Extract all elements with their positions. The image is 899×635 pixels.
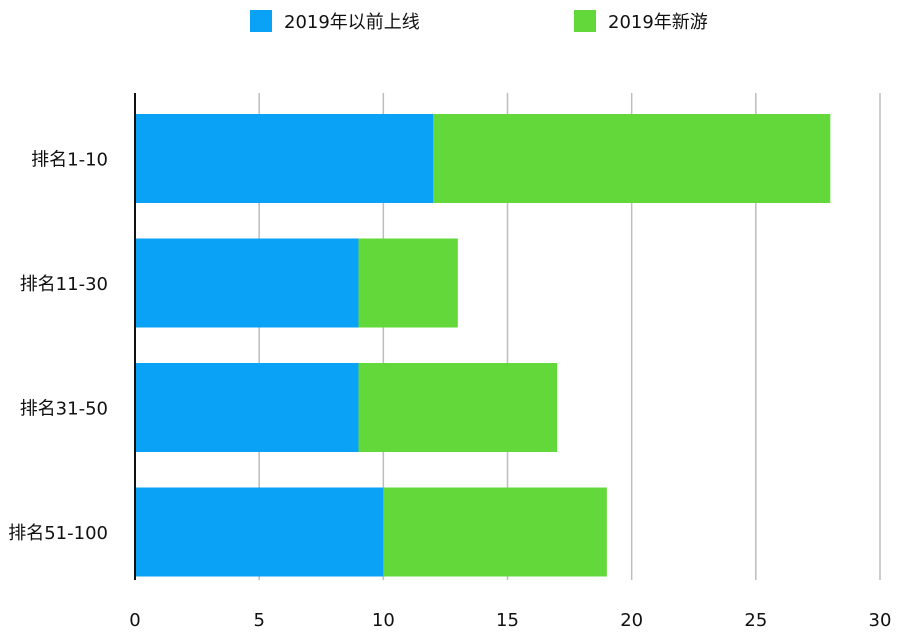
legend-swatch-series-1	[250, 10, 272, 32]
bar-new2019-4[interactable]	[383, 487, 607, 577]
bars	[135, 114, 831, 577]
bar-pre2019-1[interactable]	[135, 114, 433, 203]
bar-new2019-3[interactable]	[358, 363, 558, 452]
x-tick-label: 0	[129, 610, 140, 631]
bar-new2019-1[interactable]	[433, 114, 831, 203]
legend-swatch-series-2	[574, 10, 596, 32]
axes: 0 5 10 15 20 25 30 排名1-10 排名11-30 排名31-50 排名51-100	[8, 93, 891, 631]
x-tick-label: 5	[253, 610, 264, 631]
x-tick-label: 30	[869, 610, 892, 631]
legend-label-series-2: 2019年新游	[608, 12, 708, 33]
x-tick-label: 10	[372, 610, 395, 631]
y-category-label: 排名31-50	[20, 399, 108, 420]
x-tick-label: 25	[744, 610, 767, 631]
y-category-label: 排名51-100	[8, 523, 108, 544]
bar-pre2019-4[interactable]	[135, 487, 384, 577]
bar-pre2019-2[interactable]	[135, 238, 359, 328]
x-tick-label: 15	[496, 610, 519, 631]
y-category-label: 排名1-10	[31, 150, 108, 171]
y-category-label: 排名11-30	[20, 274, 108, 295]
legend: 2019年以前上线 2019年新游	[0, 8, 899, 36]
x-tick-label: 20	[620, 610, 643, 631]
legend-label-series-1: 2019年以前上线	[284, 12, 420, 33]
legend-item-series-2[interactable]: 2019年新游	[574, 8, 708, 34]
bar-new2019-2[interactable]	[358, 238, 458, 328]
legend-item-series-1[interactable]: 2019年以前上线	[250, 8, 420, 34]
bar-pre2019-3[interactable]	[135, 363, 359, 452]
